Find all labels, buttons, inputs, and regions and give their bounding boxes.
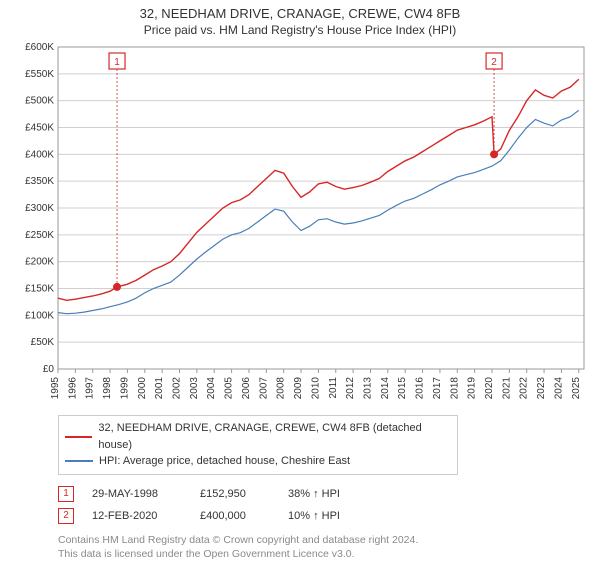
svg-text:2002: 2002 xyxy=(172,377,183,400)
svg-text:2004: 2004 xyxy=(206,377,217,400)
sale-row: 2 12-FEB-2020 £400,000 10% ↑ HPI xyxy=(58,505,590,527)
legend-swatch xyxy=(65,436,92,438)
svg-text:2021: 2021 xyxy=(501,377,512,400)
svg-text:2005: 2005 xyxy=(224,377,235,400)
footer-line-2: This data is licensed under the Open Gov… xyxy=(58,547,590,561)
svg-text:2011: 2011 xyxy=(328,377,339,399)
svg-text:2001: 2001 xyxy=(154,377,165,400)
svg-text:2012: 2012 xyxy=(345,377,356,400)
svg-text:£200K: £200K xyxy=(25,257,54,268)
sale-diff-vs-hpi: 10% ↑ HPI xyxy=(288,510,368,522)
svg-text:2022: 2022 xyxy=(519,377,530,400)
svg-text:2014: 2014 xyxy=(380,377,391,400)
sale-number-badge: 1 xyxy=(58,486,74,502)
chart-title: 32, NEEDHAM DRIVE, CRANAGE, CREWE, CW4 8… xyxy=(10,6,590,21)
legend-swatch xyxy=(65,460,93,462)
svg-text:2: 2 xyxy=(491,57,497,68)
svg-text:2013: 2013 xyxy=(362,377,373,400)
series-property xyxy=(58,79,579,300)
svg-text:2017: 2017 xyxy=(432,377,443,400)
svg-text:2023: 2023 xyxy=(536,377,547,400)
sale-price: £152,950 xyxy=(200,488,270,500)
svg-text:£0: £0 xyxy=(43,364,55,375)
svg-text:1998: 1998 xyxy=(102,377,113,400)
svg-text:£350K: £350K xyxy=(25,176,54,187)
sales-table: 1 29-MAY-1998 £152,950 38% ↑ HPI 2 12-FEB-202… xyxy=(58,483,590,527)
sale-marker-dot xyxy=(490,150,498,158)
sale-marker-dot xyxy=(113,283,121,291)
svg-text:£450K: £450K xyxy=(25,123,54,134)
sale-row: 1 29-MAY-1998 £152,950 38% ↑ HPI xyxy=(58,483,590,505)
svg-text:£300K: £300K xyxy=(25,203,54,214)
svg-text:£100K: £100K xyxy=(25,310,54,321)
legend-item: HPI: Average price, detached house, Ches… xyxy=(65,453,451,470)
svg-text:2009: 2009 xyxy=(293,377,304,400)
sale-diff-vs-hpi: 38% ↑ HPI xyxy=(288,488,368,500)
sale-date: 29-MAY-1998 xyxy=(92,488,182,500)
footer-attribution: Contains HM Land Registry data © Crown c… xyxy=(58,533,590,561)
svg-text:2015: 2015 xyxy=(397,377,408,400)
svg-text:£250K: £250K xyxy=(25,230,54,241)
svg-text:2016: 2016 xyxy=(415,377,426,400)
svg-text:£550K: £550K xyxy=(25,69,54,80)
legend-item: 32, NEEDHAM DRIVE, CRANAGE, CREWE, CW4 8… xyxy=(65,420,451,453)
svg-text:2008: 2008 xyxy=(276,377,287,400)
svg-text:£500K: £500K xyxy=(25,96,54,107)
legend-label: HPI: Average price, detached house, Ches… xyxy=(99,453,350,470)
legend: 32, NEEDHAM DRIVE, CRANAGE, CREWE, CW4 8… xyxy=(58,415,458,475)
svg-text:£400K: £400K xyxy=(25,149,54,160)
svg-text:2006: 2006 xyxy=(241,377,252,400)
svg-text:1: 1 xyxy=(114,57,120,68)
svg-text:2018: 2018 xyxy=(449,377,460,400)
svg-text:1997: 1997 xyxy=(85,377,96,400)
svg-text:2019: 2019 xyxy=(467,377,478,400)
svg-text:£600K: £600K xyxy=(25,42,54,53)
chart-subtitle: Price paid vs. HM Land Registry's House … xyxy=(10,23,590,37)
page-container: 32, NEEDHAM DRIVE, CRANAGE, CREWE, CW4 8… xyxy=(0,0,600,560)
sale-date: 12-FEB-2020 xyxy=(92,510,182,522)
svg-text:2010: 2010 xyxy=(310,377,321,400)
svg-text:£150K: £150K xyxy=(25,284,54,295)
chart: £0 £50K £100K £150K £200K £250K £300K £350K £400… xyxy=(10,39,590,409)
svg-text:2000: 2000 xyxy=(137,377,148,400)
footer-line-1: Contains HM Land Registry data © Crown c… xyxy=(58,533,590,547)
series-hpi xyxy=(58,110,579,313)
svg-text:2003: 2003 xyxy=(189,377,200,400)
svg-text:2025: 2025 xyxy=(571,377,582,400)
svg-text:2007: 2007 xyxy=(258,377,269,400)
title-block: 32, NEEDHAM DRIVE, CRANAGE, CREWE, CW4 8… xyxy=(10,6,590,37)
svg-text:1999: 1999 xyxy=(119,377,130,400)
sale-price: £400,000 xyxy=(200,510,270,522)
legend-label: 32, NEEDHAM DRIVE, CRANAGE, CREWE, CW4 8… xyxy=(98,420,451,453)
svg-text:2020: 2020 xyxy=(484,377,495,400)
svg-text:1995: 1995 xyxy=(50,377,61,400)
svg-text:£50K: £50K xyxy=(31,337,55,348)
sale-number-badge: 2 xyxy=(58,508,74,524)
chart-svg: £0 £50K £100K £150K £200K £250K £300K £350K £400… xyxy=(10,39,590,409)
svg-text:2024: 2024 xyxy=(553,377,564,400)
svg-text:1996: 1996 xyxy=(67,377,78,400)
